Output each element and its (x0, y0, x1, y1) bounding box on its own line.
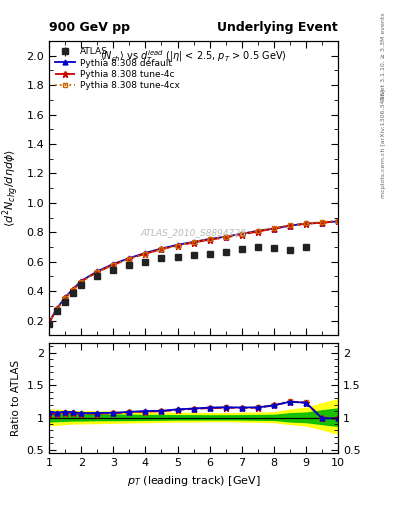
Pythia 8.308 default (175, 242, 180, 248)
Pythia 8.308 tune-4cx (303, 221, 308, 227)
Text: Rivet 3.1.10, ≥ 3.3M events: Rivet 3.1.10, ≥ 3.3M events (381, 12, 386, 100)
Y-axis label: Ratio to ATLAS: Ratio to ATLAS (11, 360, 21, 436)
Pythia 8.308 tune-4cx (320, 219, 324, 225)
Pythia 8.308 tune-4cx (55, 306, 59, 312)
Pythia 8.308 tune-4c (47, 320, 51, 326)
Pythia 8.308 tune-4cx (143, 250, 148, 257)
Pythia 8.308 default (303, 221, 308, 227)
Text: 900 GeV pp: 900 GeV pp (49, 20, 130, 34)
Pythia 8.308 default (55, 305, 59, 311)
Pythia 8.308 tune-4c (336, 218, 340, 224)
Text: mcplots.cern.ch [arXiv:1306.3436]: mcplots.cern.ch [arXiv:1306.3436] (381, 89, 386, 198)
Pythia 8.308 tune-4c (55, 306, 59, 312)
Text: ATLAS_2010_S8894728: ATLAS_2010_S8894728 (141, 228, 246, 237)
Y-axis label: $\langle d^2 N_{chg}/d\eta d\phi\rangle$: $\langle d^2 N_{chg}/d\eta d\phi\rangle$ (0, 150, 21, 227)
Pythia 8.308 tune-4c (127, 256, 132, 262)
Pythia 8.308 default (143, 250, 148, 256)
Pythia 8.308 tune-4cx (63, 295, 68, 301)
Pythia 8.308 tune-4c (159, 246, 164, 252)
Pythia 8.308 default (95, 268, 100, 274)
Pythia 8.308 default (191, 239, 196, 245)
Pythia 8.308 tune-4c (79, 279, 84, 285)
Text: $\langle N_{ch}\rangle$ vs $d_T^{lead}$ ($|\eta|$ < 2.5, $p_T$ > 0.5 GeV): $\langle N_{ch}\rangle$ vs $d_T^{lead}$ … (100, 48, 287, 65)
Pythia 8.308 tune-4cx (79, 279, 84, 285)
Pythia 8.308 default (47, 319, 51, 325)
Pythia 8.308 tune-4c (239, 231, 244, 238)
Pythia 8.308 tune-4c (303, 221, 308, 227)
Pythia 8.308 default (71, 286, 75, 292)
Pythia 8.308 default (320, 220, 324, 226)
Pythia 8.308 tune-4cx (255, 228, 260, 234)
Pythia 8.308 tune-4cx (239, 231, 244, 237)
Pythia 8.308 tune-4cx (111, 262, 116, 268)
Pythia 8.308 default (255, 228, 260, 234)
Pythia 8.308 tune-4cx (127, 256, 132, 262)
Line: Pythia 8.308 tune-4c: Pythia 8.308 tune-4c (46, 218, 342, 326)
Pythia 8.308 tune-4cx (336, 218, 340, 224)
Line: Pythia 8.308 tune-4cx: Pythia 8.308 tune-4cx (47, 218, 340, 325)
Legend: ATLAS, Pythia 8.308 default, Pythia 8.308 tune-4c, Pythia 8.308 tune-4cx: ATLAS, Pythia 8.308 default, Pythia 8.30… (53, 46, 182, 92)
Pythia 8.308 tune-4c (207, 237, 212, 243)
Pythia 8.308 tune-4cx (272, 225, 276, 231)
Pythia 8.308 tune-4cx (175, 243, 180, 249)
Pythia 8.308 tune-4cx (47, 320, 51, 326)
Pythia 8.308 default (127, 255, 132, 261)
Pythia 8.308 tune-4c (95, 269, 100, 275)
Pythia 8.308 tune-4c (175, 243, 180, 249)
Pythia 8.308 tune-4c (288, 223, 292, 229)
Pythia 8.308 tune-4c (63, 295, 68, 301)
Text: Underlying Event: Underlying Event (217, 20, 338, 34)
Pythia 8.308 default (159, 245, 164, 251)
Pythia 8.308 tune-4c (191, 240, 196, 246)
Pythia 8.308 tune-4cx (223, 233, 228, 240)
Pythia 8.308 default (63, 294, 68, 300)
Pythia 8.308 tune-4c (255, 228, 260, 234)
Pythia 8.308 tune-4c (272, 226, 276, 232)
Pythia 8.308 tune-4cx (95, 269, 100, 275)
Pythia 8.308 default (223, 233, 228, 240)
Pythia 8.308 tune-4c (111, 262, 116, 268)
Pythia 8.308 tune-4c (320, 220, 324, 226)
Pythia 8.308 default (336, 218, 340, 224)
Pythia 8.308 tune-4c (143, 250, 148, 257)
Pythia 8.308 default (79, 278, 84, 284)
Pythia 8.308 tune-4cx (159, 246, 164, 252)
Pythia 8.308 tune-4cx (71, 287, 75, 293)
X-axis label: $p_T$ (leading track) [GeV]: $p_T$ (leading track) [GeV] (127, 474, 261, 487)
Pythia 8.308 tune-4cx (191, 239, 196, 245)
Line: Pythia 8.308 default: Pythia 8.308 default (47, 219, 340, 325)
Pythia 8.308 default (272, 226, 276, 232)
Pythia 8.308 tune-4c (223, 234, 228, 241)
Pythia 8.308 tune-4cx (288, 222, 292, 228)
Pythia 8.308 tune-4cx (207, 236, 212, 242)
Pythia 8.308 default (239, 231, 244, 237)
Pythia 8.308 tune-4c (71, 287, 75, 293)
Pythia 8.308 default (207, 236, 212, 242)
Pythia 8.308 default (288, 223, 292, 229)
Pythia 8.308 default (111, 261, 116, 267)
